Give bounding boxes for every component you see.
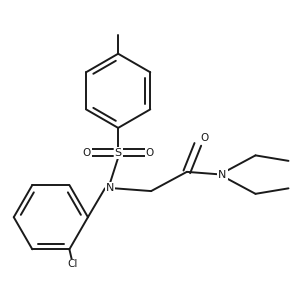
Text: O: O [82, 148, 91, 158]
Text: O: O [201, 132, 209, 143]
Text: N: N [106, 183, 114, 193]
Text: S: S [115, 148, 122, 158]
Text: O: O [146, 148, 154, 158]
Text: N: N [218, 170, 227, 180]
Text: Cl: Cl [67, 259, 77, 270]
